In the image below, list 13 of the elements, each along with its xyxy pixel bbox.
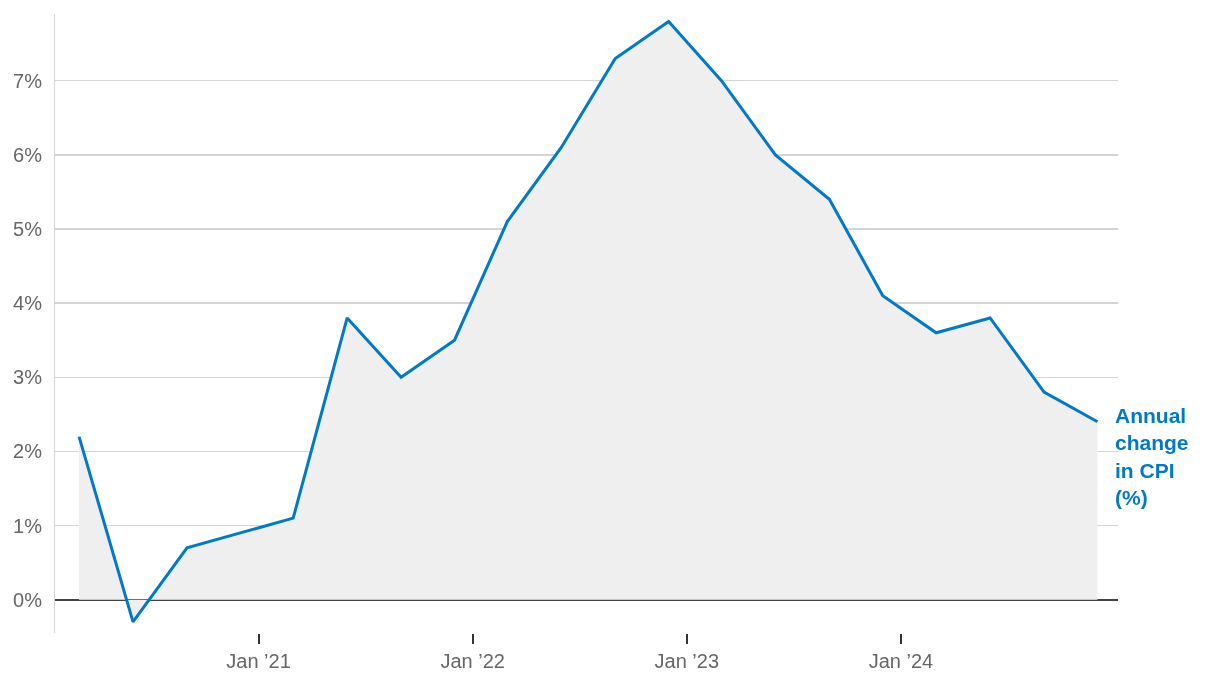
series-label: Annual change in CPI (%) xyxy=(1115,404,1189,509)
y-tick-label: 0% xyxy=(13,588,43,611)
y-tick-label: 2% xyxy=(13,440,43,463)
x-tick-label: Jan ’22 xyxy=(440,650,505,672)
y-tick-label: 1% xyxy=(13,514,43,537)
y-tick-label: 3% xyxy=(13,366,43,389)
y-tick-label: 7% xyxy=(13,69,43,92)
x-tick-label: Jan ’21 xyxy=(226,650,291,672)
x-tick-label: Jan ’23 xyxy=(654,650,720,672)
y-tick-label: 4% xyxy=(13,292,43,315)
x-tick-label: Jan ’24 xyxy=(868,650,934,672)
y-tick-label: 6% xyxy=(13,143,43,166)
y-tick-label: 5% xyxy=(13,217,43,240)
